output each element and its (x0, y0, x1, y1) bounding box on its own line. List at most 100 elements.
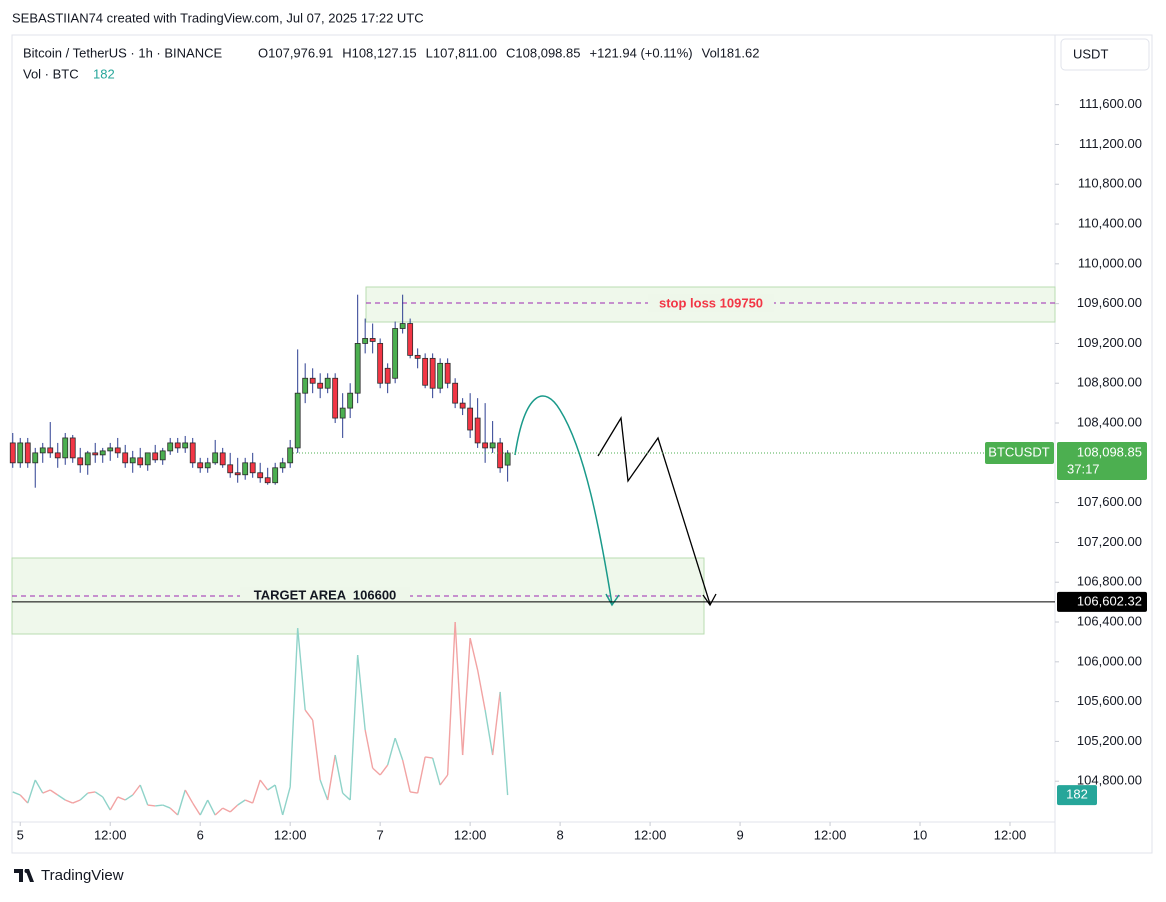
y-tick-label: 106,800.00 (1077, 574, 1142, 589)
volume-segment (304, 709, 314, 721)
volume-segment (326, 754, 336, 801)
volume-segment (372, 767, 381, 776)
volume-segment (12, 791, 21, 796)
candle-body (212, 452, 219, 464)
candle-body (467, 407, 474, 431)
volume-segment (244, 799, 253, 804)
candle-body (369, 338, 376, 342)
volume-segment (454, 621, 464, 756)
projection-zigzag (597, 416, 711, 605)
y-tick-label: 110,400.00 (1078, 215, 1142, 230)
volume-segment (102, 796, 111, 811)
x-tick-label: 8 (557, 827, 564, 842)
volume-segment (274, 784, 284, 816)
y-tick-label: 111,600.00 (1079, 96, 1142, 111)
candle-body (249, 462, 256, 474)
target-label: TARGET AREA 106600 (254, 587, 397, 602)
volume-segment (296, 628, 306, 711)
candle-body (227, 464, 234, 474)
projection-curve (514, 395, 613, 605)
volume-segment (259, 779, 269, 791)
volume-segment (282, 786, 291, 816)
volume-segment (124, 794, 134, 801)
target-tag-text: 106,602.32 (1077, 593, 1142, 608)
volume-segment (394, 737, 404, 761)
candle-body (504, 452, 511, 466)
price-tag (1057, 441, 1147, 480)
y-tick-label: 105,600.00 (1077, 693, 1142, 708)
volume-segment (364, 729, 374, 769)
candle-body (9, 442, 16, 464)
candle-body (332, 377, 339, 419)
currency-button[interactable] (1060, 38, 1150, 71)
volume-segment (222, 807, 231, 813)
volume-segment (79, 792, 89, 801)
credit: SEBASTIIAN74 created with TradingView.co… (12, 10, 424, 25)
volume-segment (109, 796, 119, 811)
target-tag (1057, 591, 1147, 612)
x-tick-label: 12:00 (274, 827, 307, 842)
y-tick-label: 110,800.00 (1078, 176, 1142, 191)
candle-body (69, 437, 76, 459)
y-tick-label: 108,400.00 (1077, 414, 1142, 429)
stop-label-bg (648, 294, 774, 312)
candle-body (174, 442, 181, 449)
candle-body (137, 457, 144, 466)
candle-body (414, 354, 421, 359)
volume-segment (356, 654, 366, 731)
currency: USDT (1073, 46, 1108, 61)
brand-logo (14, 869, 34, 882)
candle-body (324, 377, 331, 389)
volume-segment (57, 794, 66, 801)
x-tick-label: 5 (17, 827, 24, 842)
plot: 111,600.00 111,200.00 110,800.00 110,400.00… (9, 96, 1147, 842)
ohlc-letter: H (342, 45, 351, 60)
candle-body (107, 447, 114, 452)
candle-body (429, 357, 436, 389)
volume-segment (34, 779, 44, 794)
candle-body (339, 407, 346, 419)
candle-body (17, 442, 24, 464)
volume-segment (207, 799, 216, 816)
y-tick-label: 105,200.00 (1077, 733, 1142, 748)
x-tick-label: 12:00 (454, 827, 487, 842)
candle-body (234, 472, 241, 476)
ohlc-value: 108,127.15 (352, 45, 417, 60)
volume-segment (19, 794, 29, 804)
volume-segment (349, 655, 359, 801)
volume-segment (27, 779, 36, 804)
candle-body (347, 392, 354, 409)
change: +121.94 (+0.11%) (589, 45, 692, 60)
target-label-bg (240, 587, 410, 605)
volume-segment (401, 759, 411, 793)
candle-body (287, 447, 294, 464)
volume-tag (1057, 785, 1097, 806)
y-tick-label: 107,200.00 (1077, 534, 1142, 549)
volume-segment (177, 789, 186, 816)
volume-segment (289, 628, 299, 787)
volume-title: Vol · BTC (23, 66, 79, 81)
candle-body (264, 477, 271, 484)
stop-label: stop loss 109750 (659, 295, 763, 310)
volume-segment (446, 621, 456, 776)
arrow-head (605, 593, 620, 607)
candle-body (182, 442, 189, 449)
symbol: Bitcoin / TetherUS · 1h · BINANCE (23, 45, 222, 60)
volume-segment (410, 791, 418, 794)
candle-body (317, 382, 324, 389)
volume-segment (162, 804, 171, 809)
volume-segment (439, 774, 449, 786)
ohlc-letter: O (258, 45, 268, 60)
candle-body (459, 402, 466, 409)
candle-body (407, 323, 414, 356)
volume-segment (319, 779, 329, 801)
volume-segment (386, 737, 396, 766)
candle-body (437, 362, 444, 389)
y-tick-label: 106,000.00 (1077, 653, 1142, 668)
volume-segment (169, 807, 179, 816)
volume-segment (425, 756, 433, 759)
candle-body (422, 357, 429, 386)
volume-segment (72, 799, 81, 804)
y-tick-label: 111,200.00 (1079, 136, 1142, 151)
price-tag-text: 108,098.85 (1077, 444, 1142, 459)
